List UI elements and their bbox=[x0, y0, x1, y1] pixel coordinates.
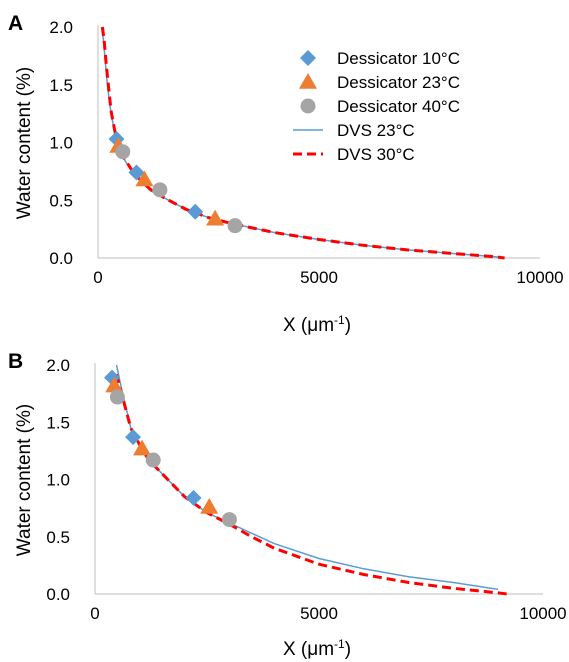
panel-a: A Water content (%) X (μm-1) 0.0 0.5 1.0 1.… bbox=[8, 12, 564, 336]
panel-label-a: A bbox=[8, 12, 23, 35]
axes-a bbox=[98, 25, 540, 258]
y-tick-label: 1.0 bbox=[46, 471, 70, 490]
data-point-circle bbox=[146, 453, 161, 468]
y-tick-label: 2.0 bbox=[49, 18, 73, 37]
panel-label-b: B bbox=[8, 350, 23, 373]
legend-entry: Dessicator 40°C bbox=[301, 97, 461, 116]
series-line-dvs-23 bbox=[117, 365, 499, 589]
x-ticks-a: 0 5000 10000 bbox=[93, 268, 563, 287]
legend-marker-triangle bbox=[299, 73, 317, 89]
x-tick-label: 10000 bbox=[516, 268, 563, 287]
data-point-diamond bbox=[186, 490, 202, 506]
axes-b bbox=[95, 363, 543, 594]
y-tick-label: 0.0 bbox=[49, 249, 73, 268]
y-tick-label: 0.0 bbox=[46, 585, 70, 604]
legend-label: Dessicator 23°C bbox=[337, 73, 460, 92]
legend: Dessicator 10°C Dessicator 23°C Dessicator… bbox=[293, 49, 460, 164]
data-point-circle bbox=[228, 218, 243, 233]
lines-b bbox=[117, 365, 508, 594]
y-axis-label-a: Water content (%) bbox=[14, 67, 35, 219]
y-tick-label: 1.5 bbox=[46, 413, 70, 432]
y-ticks-b: 0.0 0.5 1.0 1.5 2.0 bbox=[46, 356, 70, 604]
markers-b bbox=[104, 370, 237, 527]
markers-a bbox=[109, 131, 243, 233]
y-tick-label: 0.5 bbox=[46, 528, 70, 547]
data-point-triangle bbox=[200, 498, 218, 514]
x-tick-label: 0 bbox=[93, 268, 102, 287]
y-axis-label-b: Water content (%) bbox=[14, 404, 35, 556]
legend-entry: DVS 30°C bbox=[293, 145, 415, 164]
legend-entry: DVS 23°C bbox=[293, 121, 415, 140]
legend-marker-diamond bbox=[300, 50, 316, 66]
panel-b: B Water content (%) X (μm-1) 0.0 0.5 1.0 1.… bbox=[8, 350, 567, 660]
data-point-diamond bbox=[187, 204, 203, 220]
legend-label: Dessicator 10°C bbox=[337, 49, 460, 68]
legend-label: DVS 30°C bbox=[337, 145, 415, 164]
x-axis-label-b: X (μm-1) bbox=[283, 637, 351, 660]
x-ticks-b: 0 5000 10000 bbox=[90, 604, 566, 623]
series-line-dvs-30 bbox=[117, 374, 508, 594]
legend-marker-circle bbox=[301, 99, 316, 114]
legend-entry: Dessicator 23°C bbox=[299, 73, 460, 92]
data-point-circle bbox=[115, 144, 130, 159]
data-point-circle bbox=[222, 512, 237, 527]
legend-label: DVS 23°C bbox=[337, 121, 415, 140]
y-tick-label: 1.5 bbox=[49, 76, 73, 95]
y-ticks-a: 0.0 0.5 1.0 1.5 2.0 bbox=[49, 18, 73, 268]
legend-label: Dessicator 40°C bbox=[337, 97, 460, 116]
y-tick-label: 1.0 bbox=[49, 134, 73, 153]
legend-entry: Dessicator 10°C bbox=[300, 49, 460, 68]
data-point-circle bbox=[110, 390, 125, 405]
x-axis-label-a: X (μm-1) bbox=[283, 313, 351, 336]
x-tick-label: 5000 bbox=[300, 604, 338, 623]
x-tick-label: 0 bbox=[90, 604, 99, 623]
data-point-circle bbox=[152, 182, 167, 197]
y-tick-label: 0.5 bbox=[49, 191, 73, 210]
x-tick-label: 5000 bbox=[300, 268, 338, 287]
x-tick-label: 10000 bbox=[519, 604, 566, 623]
y-tick-label: 2.0 bbox=[46, 356, 70, 375]
